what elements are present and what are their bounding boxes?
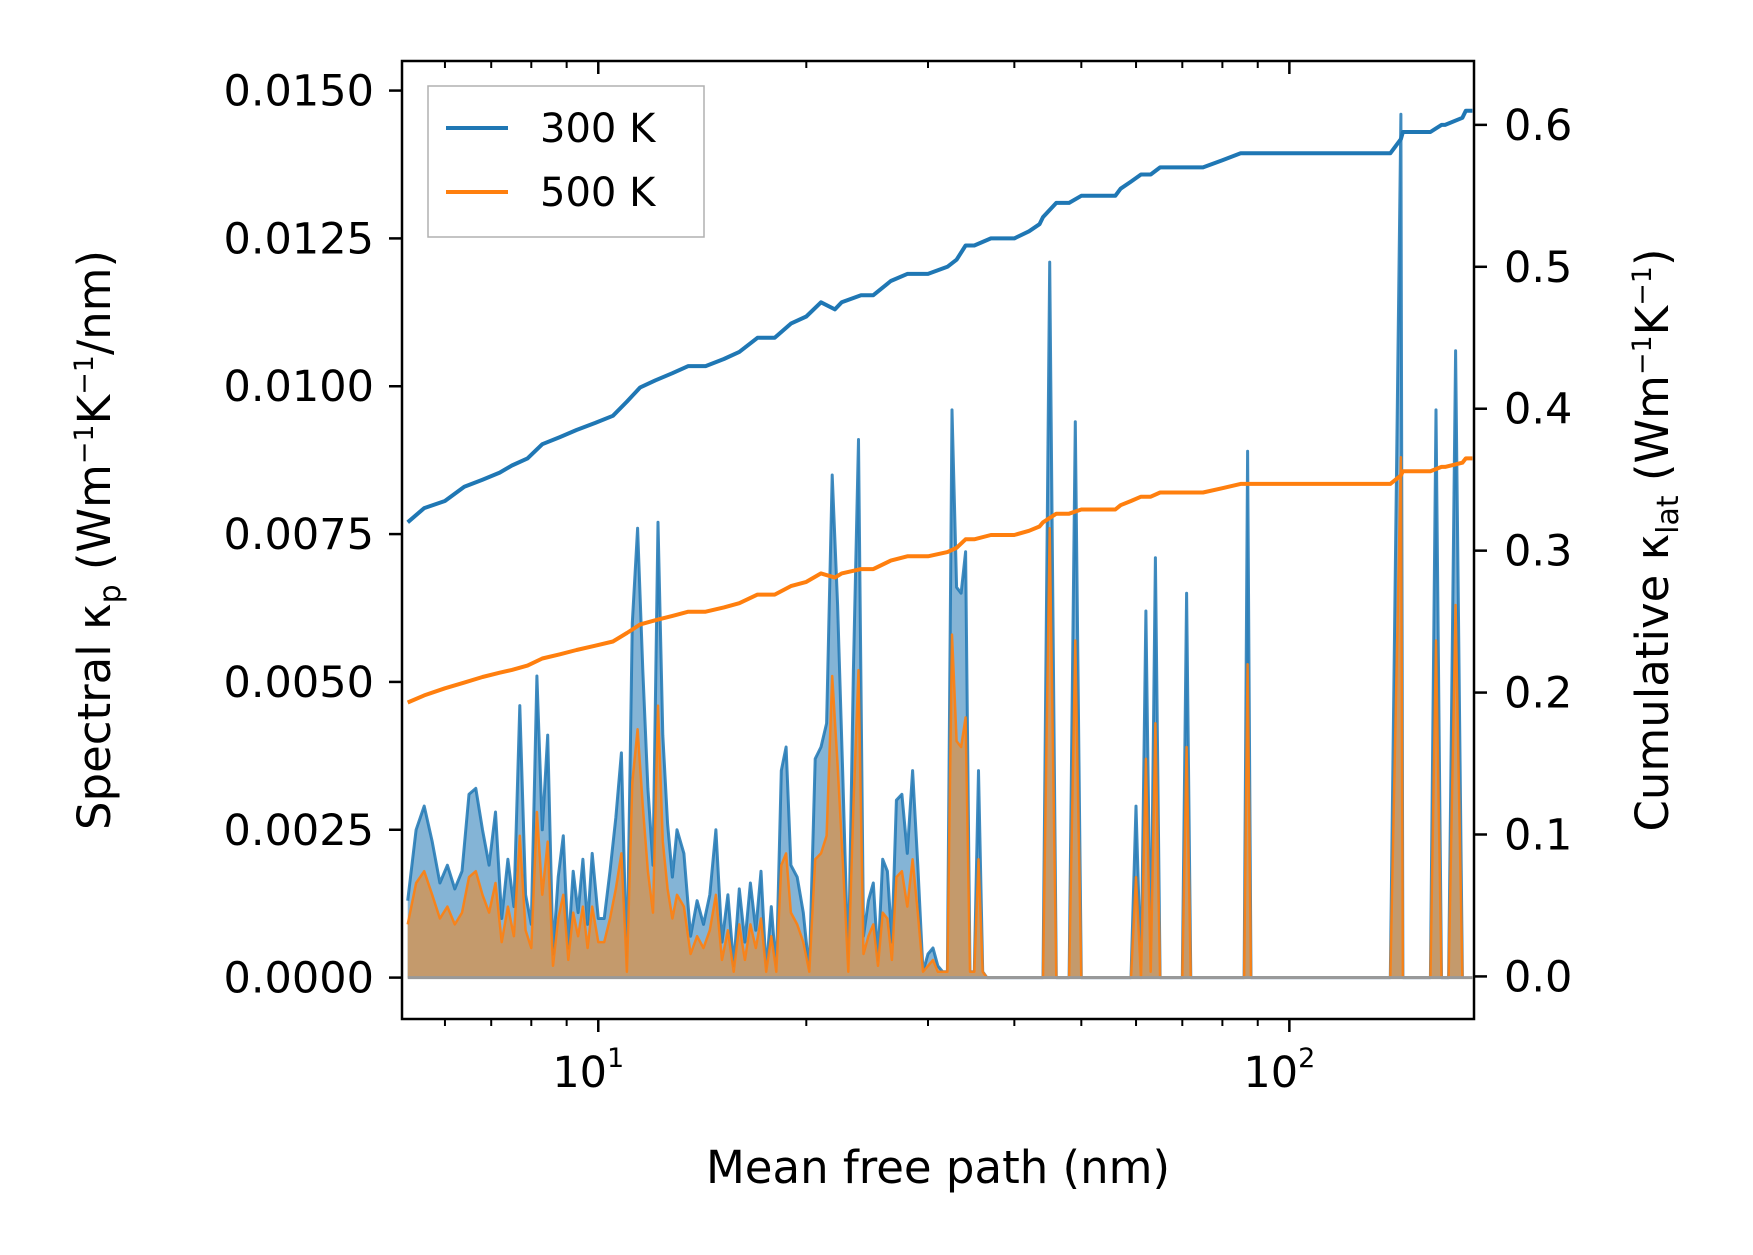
y-right-tick-label: 0.5 (1504, 243, 1572, 293)
legend-label-500k: 500 K (540, 170, 657, 216)
y-axis-label-left: Spectral κp (Wm−1K−1/nm) (68, 250, 128, 830)
y-left-tick-label: 0.0125 (224, 214, 374, 264)
y-left-tick-label: 0.0075 (224, 510, 374, 560)
cumulative-line-300k (406, 108, 1473, 524)
y-right-tick-label: 0.3 (1504, 527, 1572, 577)
y-right-tick-label: 0.6 (1504, 101, 1572, 151)
spectral-fills (406, 112, 1473, 980)
x-axis-label: Mean free path (nm) (706, 1141, 1170, 1194)
y-right-tick-label: 0.0 (1504, 952, 1572, 1002)
y-left-tick-label: 0.0050 (224, 658, 374, 708)
y-axis-label-right: Cumulative κlat (Wm−1K−1) (1626, 248, 1686, 831)
y-left-tick-label: 0.0025 (224, 806, 374, 856)
cumulative-line-500k (406, 456, 1473, 705)
y-left-tick-label: 0.0100 (224, 362, 374, 412)
spectral-line-300k (406, 112, 1464, 980)
plot-frame (400, 59, 1476, 1021)
axis-ticks: 0.00000.00250.00500.00750.01000.01250.01… (224, 61, 1572, 1098)
y-right-tick-label: 0.1 (1504, 810, 1572, 860)
cumulative-lines (406, 108, 1473, 705)
y-right-tick-label: 0.4 (1504, 385, 1572, 435)
x-tick-label: 101 (552, 1043, 624, 1098)
legend-frame (427, 85, 705, 238)
y-right-tick-label: 0.2 (1504, 669, 1572, 719)
x-tick-label: 102 (1243, 1043, 1315, 1098)
legend: 300 K 500 K (427, 85, 705, 238)
y-left-tick-label: 0.0150 (224, 67, 374, 117)
legend-label-300k: 300 K (540, 106, 657, 152)
spectral-area-300k (407, 114, 1463, 978)
y-left-tick-label: 0.0000 (224, 954, 374, 1004)
